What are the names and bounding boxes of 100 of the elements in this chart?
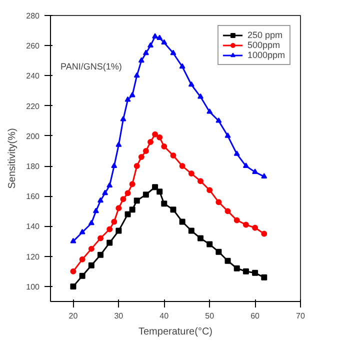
annotation: PANI/GNS(1%) xyxy=(60,62,122,72)
y-tick-label: 140 xyxy=(26,222,40,232)
y-tick-label: 240 xyxy=(26,72,40,81)
point xyxy=(198,235,204,242)
point xyxy=(170,152,176,158)
point xyxy=(242,222,249,228)
point xyxy=(142,148,149,154)
point xyxy=(261,173,268,179)
point xyxy=(216,248,222,255)
point xyxy=(234,150,240,156)
point xyxy=(156,188,163,195)
point xyxy=(120,116,126,122)
point xyxy=(70,268,76,274)
y-tick-label: 120 xyxy=(26,252,40,262)
point xyxy=(216,117,222,123)
point xyxy=(111,162,118,168)
point xyxy=(134,72,140,78)
point xyxy=(252,168,258,174)
x-tick-label: 60 xyxy=(250,312,260,320)
x-tick-label: 50 xyxy=(205,312,215,320)
legend-label: 500ppm xyxy=(247,40,280,50)
point xyxy=(138,154,144,160)
point xyxy=(106,182,113,188)
point xyxy=(224,258,231,264)
point xyxy=(198,178,204,184)
y-axis-title: Sensitivity(%) xyxy=(7,128,18,189)
legend-label: 250 ppm xyxy=(247,30,282,40)
x-tick-label: 70 xyxy=(296,312,306,320)
y-tick-label: 260 xyxy=(26,42,40,51)
point xyxy=(124,96,131,102)
point xyxy=(148,138,154,145)
point xyxy=(106,240,113,246)
y-tick-label: 180 xyxy=(26,162,40,172)
point xyxy=(70,238,76,244)
point xyxy=(92,208,99,214)
point xyxy=(156,134,163,140)
point xyxy=(224,208,231,214)
point xyxy=(188,81,194,87)
point xyxy=(102,190,108,196)
point xyxy=(161,143,168,150)
point xyxy=(224,132,231,138)
point xyxy=(120,196,126,202)
y-tick-label: 160 xyxy=(26,192,40,202)
point xyxy=(124,211,131,218)
y-tick-label: 220 xyxy=(26,102,40,111)
point xyxy=(129,92,136,98)
x-tick-label: 20 xyxy=(68,312,78,320)
point xyxy=(88,262,94,268)
point xyxy=(116,142,122,147)
point xyxy=(179,218,186,225)
point xyxy=(161,39,168,45)
point xyxy=(116,228,122,234)
y-tick-label: 280 xyxy=(26,12,40,20)
point xyxy=(156,34,163,40)
point xyxy=(111,218,118,225)
point xyxy=(134,198,140,204)
point xyxy=(88,220,94,226)
x-tick-label: 30 xyxy=(114,312,124,320)
point xyxy=(116,205,122,212)
point xyxy=(261,230,268,237)
point xyxy=(129,206,136,213)
point xyxy=(98,252,104,258)
point xyxy=(252,224,258,231)
point xyxy=(179,63,186,69)
point xyxy=(234,217,240,224)
point xyxy=(152,184,158,190)
point xyxy=(198,93,204,99)
point xyxy=(206,187,213,194)
point xyxy=(142,50,149,56)
point xyxy=(188,228,194,234)
point xyxy=(252,270,258,276)
point xyxy=(242,162,249,168)
point xyxy=(79,256,86,262)
point xyxy=(79,272,86,279)
point xyxy=(234,265,240,272)
point xyxy=(206,241,213,248)
point xyxy=(79,228,86,234)
point xyxy=(179,163,186,170)
point xyxy=(170,206,176,213)
point xyxy=(161,200,168,207)
point xyxy=(188,170,194,177)
point xyxy=(138,57,144,63)
legend-label: 1000ppm xyxy=(247,50,285,60)
point xyxy=(142,192,149,198)
point xyxy=(98,235,104,242)
point xyxy=(129,181,136,188)
point xyxy=(148,42,154,48)
y-tick-label: 100 xyxy=(26,282,40,292)
point xyxy=(206,108,213,114)
y-tick-label: 200 xyxy=(26,132,40,141)
point xyxy=(70,283,76,290)
point xyxy=(98,197,104,203)
point xyxy=(216,199,222,206)
point xyxy=(124,190,131,196)
point xyxy=(134,163,140,170)
point xyxy=(88,246,94,252)
point xyxy=(106,226,113,232)
x-axis-title: Temperature(°C) xyxy=(138,326,213,338)
point xyxy=(242,268,249,274)
point xyxy=(170,50,176,56)
